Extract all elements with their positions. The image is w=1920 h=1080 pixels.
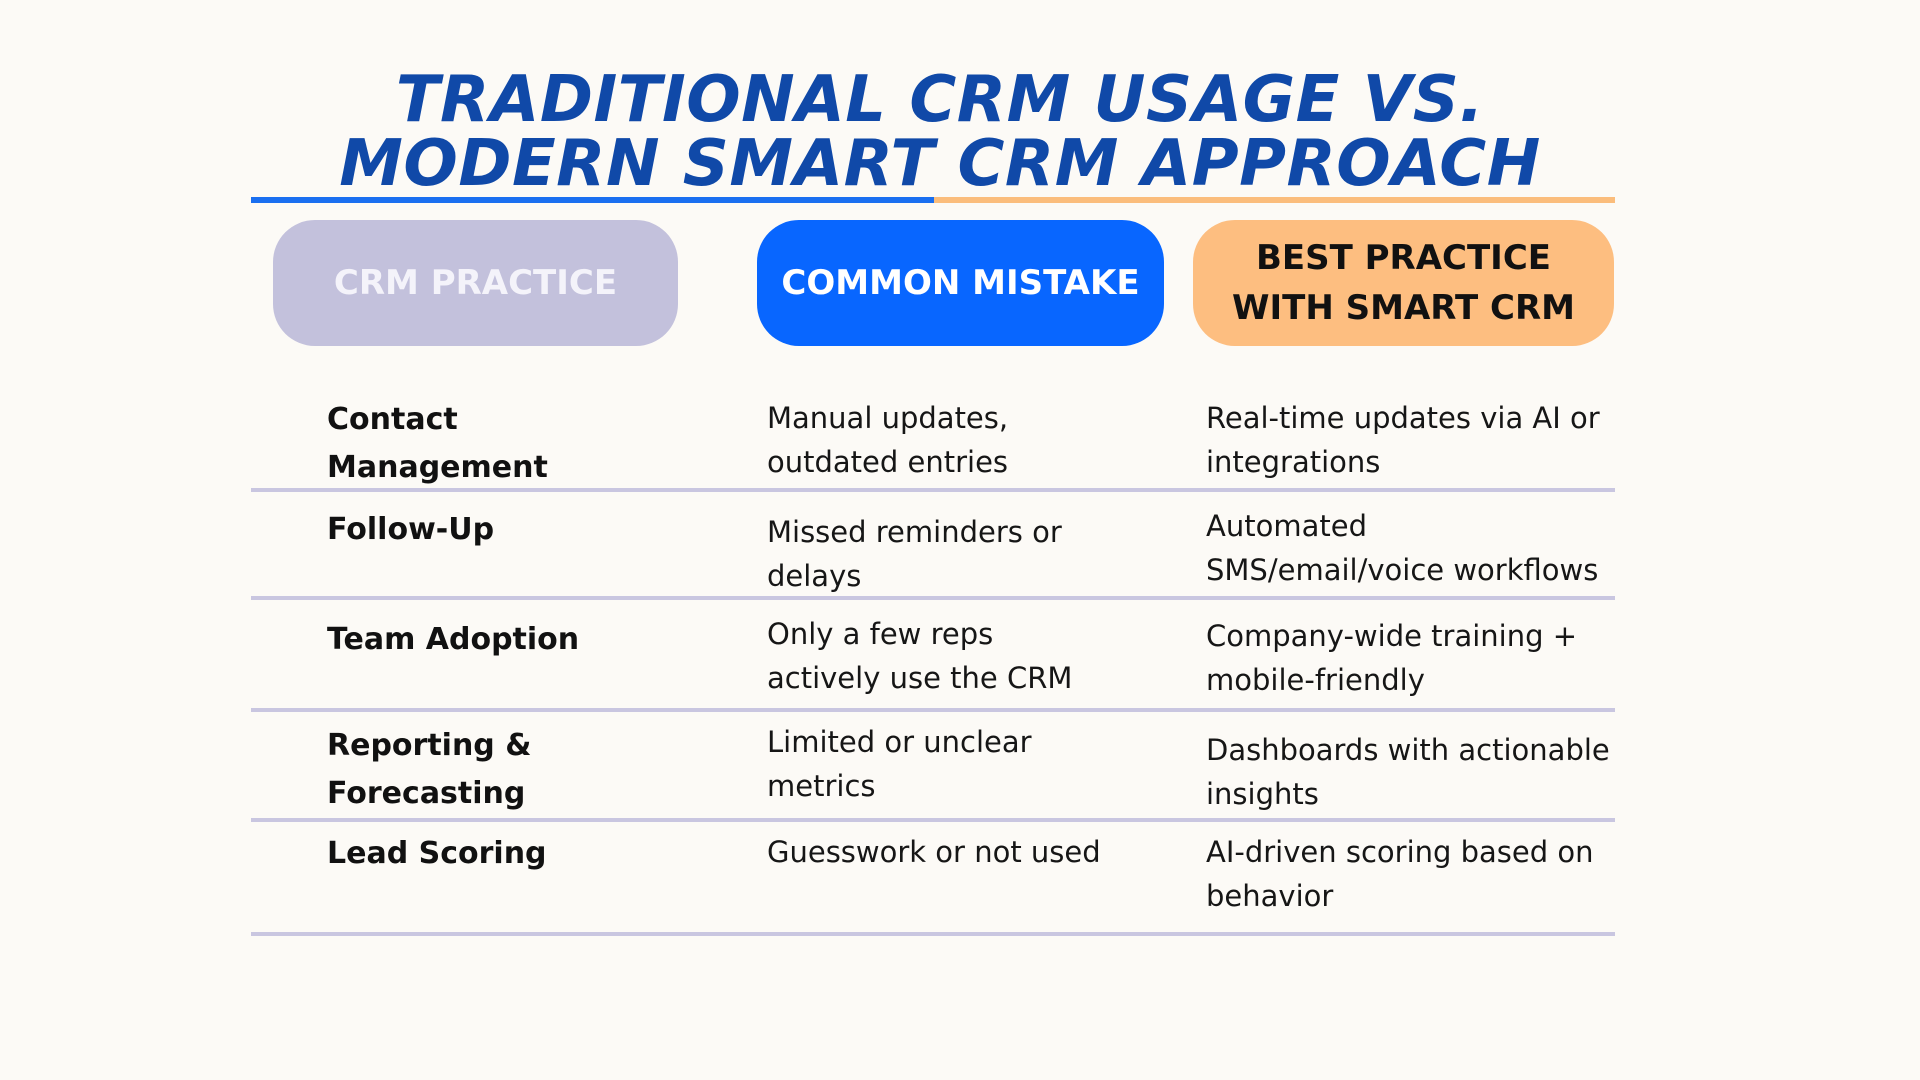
row-practice: Team Adoption bbox=[327, 622, 580, 657]
header-crm-practice: CRM PRACTICE bbox=[273, 220, 678, 346]
row-practice: Contact Management bbox=[327, 402, 548, 485]
table-row: Contact Management Manual updates, outda… bbox=[251, 392, 1615, 492]
row-best-practice: Automated SMS/email/voice workflows bbox=[1206, 509, 1599, 587]
row-best-practice: AI-driven scoring based on behavior bbox=[1206, 835, 1594, 913]
row-mistake: Missed reminders or delays bbox=[767, 515, 1062, 593]
header-common-mistake: COMMON MISTAKE bbox=[757, 220, 1164, 346]
table-row: Reporting & Forecasting Limited or uncle… bbox=[251, 712, 1615, 822]
row-best-practice: Dashboards with actionable insights bbox=[1206, 733, 1610, 811]
table-row: Lead Scoring Guesswork or not used AI-dr… bbox=[251, 822, 1615, 936]
row-mistake: Limited or unclear metrics bbox=[767, 725, 1032, 803]
header-best-practice: BEST PRACTICE WITH SMART CRM bbox=[1193, 220, 1614, 346]
row-practice: Reporting & Forecasting bbox=[327, 728, 532, 811]
row-divider bbox=[251, 932, 1615, 936]
row-practice: Lead Scoring bbox=[327, 836, 547, 871]
table-row: Team Adoption Only a few reps actively u… bbox=[251, 600, 1615, 712]
table-row: Follow-Up Missed reminders or delays Aut… bbox=[251, 492, 1615, 600]
row-divider bbox=[251, 596, 1615, 600]
row-mistake: Only a few reps actively use the CRM bbox=[767, 617, 1073, 695]
row-mistake: Manual updates, outdated entries bbox=[767, 401, 1009, 479]
row-practice: Follow-Up bbox=[327, 512, 495, 547]
row-best-practice: Company-wide training + mobile-friendly bbox=[1206, 619, 1578, 697]
title-underline-orange bbox=[934, 197, 1615, 203]
row-divider bbox=[251, 818, 1615, 822]
row-divider bbox=[251, 708, 1615, 712]
title-underline-blue bbox=[251, 197, 934, 203]
page-title: TRADITIONAL CRM USAGE VS. MODERN SMART C… bbox=[339, 63, 1541, 201]
row-mistake: Guesswork or not used bbox=[767, 835, 1101, 869]
row-best-practice: Real-time updates via AI or integrations bbox=[1206, 401, 1600, 479]
row-divider bbox=[251, 488, 1615, 492]
